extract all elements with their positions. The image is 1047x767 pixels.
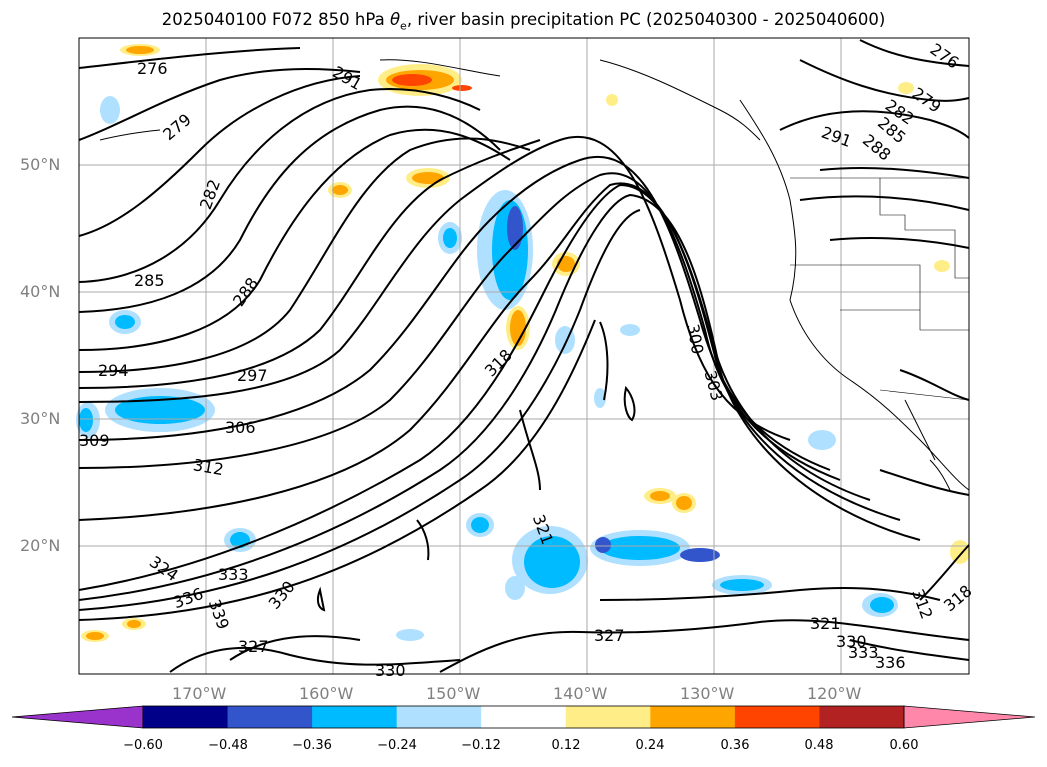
colorbar-frame: [142, 705, 905, 729]
coastlines: [99, 59, 970, 491]
colorbar-tick: −0.48: [208, 738, 248, 753]
colorbar-segment: [819, 706, 905, 728]
lon-label-150w: 150°W: [426, 684, 481, 703]
lat-label-50n: 50°N: [20, 155, 61, 174]
contour-label: 327: [594, 626, 625, 645]
colorbar-tick: −0.36: [292, 738, 332, 753]
colorbar-tick: 0.36: [720, 738, 750, 753]
colorbar-segment: [396, 706, 482, 728]
contour-label: 336: [875, 653, 906, 672]
colorbar-segment: [312, 706, 398, 728]
map-frame: [78, 37, 970, 675]
colorbar-tick: 0.12: [551, 738, 581, 753]
colorbar-tick: 0.60: [889, 738, 919, 753]
lon-label-130w: 130°W: [680, 684, 735, 703]
contour-label: 321: [810, 614, 841, 633]
political-borders: [790, 177, 970, 401]
lat-label-20n: 20°N: [20, 536, 61, 555]
colorbar-tick: −0.12: [461, 738, 501, 753]
contour-label: 309: [79, 431, 110, 450]
contour-label: 294: [98, 361, 129, 380]
lat-label-40n: 40°N: [20, 282, 61, 301]
colorbar-tick: −0.60: [123, 738, 163, 753]
map-title: 2025040100 F072 850 hPa θe, river basin …: [161, 10, 886, 33]
contour-label: 330: [836, 632, 867, 651]
colorbar-segment: [481, 706, 567, 728]
colorbar-segment: [650, 706, 736, 728]
colorbar-tick: 0.24: [635, 738, 665, 753]
lat-label-30n: 30°N: [20, 409, 61, 428]
colorbar-segment: [143, 706, 229, 728]
colorbar-segment: [734, 706, 820, 728]
contour-label: 333: [848, 643, 879, 662]
colorbar-tick: −0.24: [377, 738, 417, 753]
graticule: [79, 38, 969, 674]
colorbar-extend-min: [11, 705, 144, 729]
contour-label: 333: [218, 565, 249, 584]
colorbar-tick: 0.48: [804, 738, 834, 753]
colorbar-extend-max: [903, 705, 1036, 729]
contour-label: 306: [225, 418, 256, 437]
colorbar-segment: [227, 706, 313, 728]
colorbar-segment: [565, 706, 651, 728]
contour-label: 297: [237, 366, 268, 385]
lon-label-120w: 120°W: [807, 684, 862, 703]
contour-label: 285: [134, 271, 165, 290]
lon-label-170w: 170°W: [172, 684, 227, 703]
contour-label: 276: [137, 59, 168, 78]
contour-label: 330: [375, 661, 406, 680]
contour-label: 327: [238, 637, 269, 656]
lon-label-140w: 140°W: [553, 684, 608, 703]
lon-label-160w: 160°W: [299, 684, 354, 703]
theta-e-contours: [78, 39, 970, 673]
